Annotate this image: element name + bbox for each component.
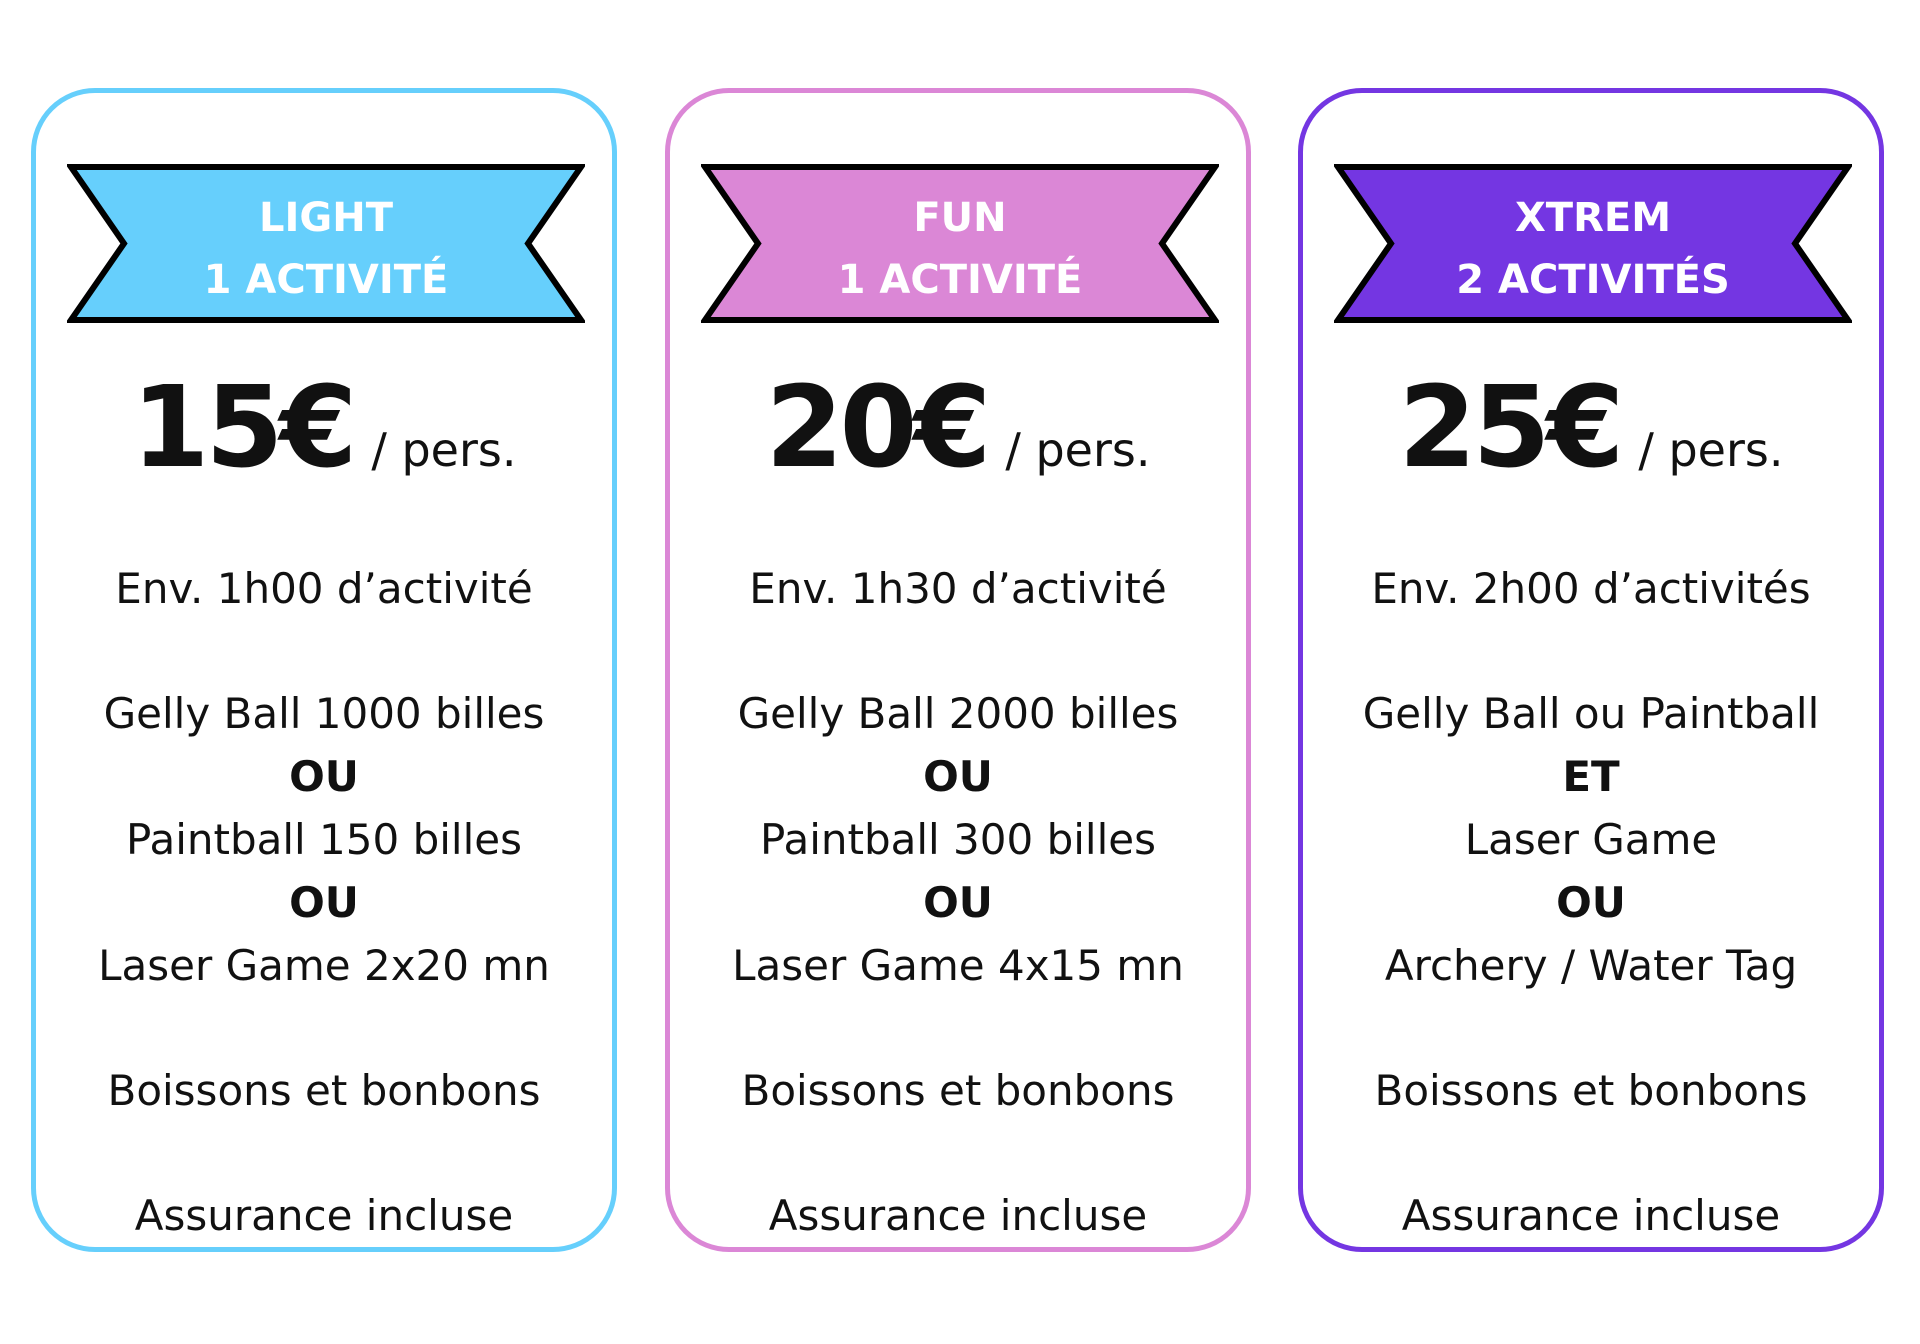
feature-line: Env. 2h00 d’activités (1371, 564, 1811, 613)
feature-line: Assurance incluse (1401, 1191, 1781, 1240)
price: 20€ / pers. (670, 363, 1246, 493)
ribbon-banner-shape (1334, 164, 1852, 323)
price-unit: / pers. (371, 423, 517, 477)
feature-line: Boissons et bonbons (107, 1066, 541, 1115)
plan-ribbon: FUN 1 ACTIVITÉ (701, 163, 1219, 324)
feature-line: Gelly Ball 1000 billes (103, 689, 545, 738)
feature-line: Assurance incluse (134, 1191, 514, 1240)
plan-ribbon: LIGHT 1 ACTIVITÉ (67, 163, 585, 324)
plan-activity-count: 1 ACTIVITÉ (837, 257, 1083, 303)
connector-text: OU (289, 752, 359, 801)
price-unit: / pers. (1005, 423, 1151, 477)
feature-line: Archery / Water Tag (1384, 941, 1798, 990)
plan-ribbon: XTREM 2 ACTIVITÉS (1334, 163, 1852, 324)
feature-line: Gelly Ball 2000 billes (737, 689, 1179, 738)
price: 25€ / pers. (1303, 363, 1879, 493)
feature-line: Paintball 150 billes (126, 815, 522, 864)
pricing-card-xtrem: XTREM 2 ACTIVITÉS 25€ / pers. Env. 2h00 d… (1298, 88, 1884, 1252)
feature-line: Laser Game 2x20 mn (98, 941, 550, 990)
plan-activity-count: 1 ACTIVITÉ (203, 257, 449, 303)
price-unit: / pers. (1638, 423, 1784, 477)
feature-line: Laser Game 4x15 mn (732, 941, 1184, 990)
feature-line: Laser Game (1464, 815, 1718, 864)
plan-name: LIGHT (259, 195, 393, 241)
feature-line: Env. 1h00 d’activité (115, 564, 533, 613)
feature-line: Paintball 300 billes (760, 815, 1156, 864)
price-amount: 20€ (765, 363, 992, 493)
feature-line: Env. 1h30 d’activité (749, 564, 1167, 613)
price: 15€ / pers. (36, 363, 612, 493)
pricing-card-fun: FUN 1 ACTIVITÉ 20€ / pers. Env. 1h30 d’ac… (665, 88, 1251, 1252)
ribbon-banner-shape (67, 164, 585, 323)
connector-text: OU (1556, 878, 1626, 927)
plan-name: XTREM (1514, 195, 1672, 241)
connector-text: OU (923, 752, 993, 801)
ribbon-banner-shape (701, 164, 1219, 323)
connector-text: OU (923, 878, 993, 927)
feature-line: Assurance incluse (768, 1191, 1148, 1240)
feature-line: Boissons et bonbons (741, 1066, 1175, 1115)
connector-text: OU (289, 878, 359, 927)
connector-text: ET (1562, 752, 1620, 801)
feature-line: Boissons et bonbons (1374, 1066, 1808, 1115)
plan-name: FUN (913, 195, 1007, 241)
price-amount: 15€ (131, 363, 358, 493)
feature-line: Gelly Ball ou Paintball (1362, 689, 1820, 738)
pricing-card-light: LIGHT 1 ACTIVITÉ 15€ / pers. Env. 1h00 d’… (31, 88, 617, 1252)
price-amount: 25€ (1398, 363, 1625, 493)
plan-activity-count: 2 ACTIVITÉS (1456, 257, 1730, 303)
